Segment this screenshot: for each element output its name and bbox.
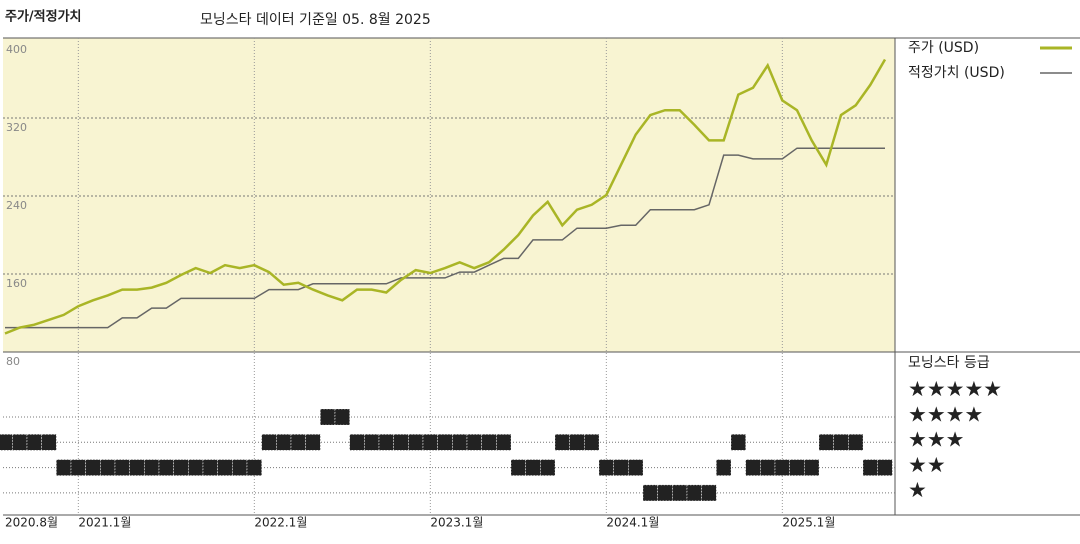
rating-bar	[481, 433, 497, 451]
rating-bar	[0, 433, 13, 451]
rating-bar	[466, 433, 482, 451]
legend-label: 주가 (USD)	[908, 40, 979, 56]
rating-bar	[628, 459, 644, 476]
rating-bar	[452, 433, 468, 451]
y-tick-label: 240	[6, 199, 27, 212]
rating-bar	[789, 459, 805, 476]
rating-bar	[129, 459, 145, 476]
rating-bar	[56, 459, 72, 476]
rating-bar	[422, 433, 438, 451]
rating-bar	[334, 408, 350, 426]
rating-bar	[833, 433, 849, 451]
rating-bar	[349, 433, 365, 451]
rating-bar	[305, 433, 321, 451]
y-tick-label: 80	[6, 355, 20, 368]
rating-bar	[158, 459, 174, 476]
rating-label: ★★★★★	[908, 377, 1002, 401]
x-tick-label: 2024.1월	[606, 516, 659, 530]
rating-bar	[408, 433, 424, 451]
rating-bar	[642, 484, 658, 502]
rating-bar	[848, 433, 864, 451]
rating-bar	[686, 484, 702, 502]
rating-bar	[378, 433, 394, 451]
y-tick-label: 400	[6, 43, 27, 56]
rating-bar	[569, 433, 585, 451]
rating-bar	[144, 459, 160, 476]
plot-background	[3, 38, 895, 352]
chart-subtitle: 모닝스타 데이터 기준일 05. 8월 2025	[200, 12, 431, 28]
rating-bar	[26, 433, 42, 451]
series-line	[5, 147, 885, 329]
x-tick-label: 2023.1월	[430, 516, 483, 530]
rating-bar	[276, 433, 292, 451]
x-tick-label: 2022.1월	[254, 516, 307, 530]
rating-bar	[85, 459, 101, 476]
rating-bar	[730, 433, 746, 451]
rating-label: ★★★★	[908, 402, 983, 426]
rating-bar	[437, 433, 453, 451]
series-line	[4, 58, 887, 335]
rating-bar	[100, 459, 116, 476]
y-tick-label: 320	[6, 121, 27, 134]
rating-bar	[188, 459, 204, 476]
rating-bar	[41, 433, 57, 451]
rating-bar	[862, 459, 878, 476]
rating-bar	[774, 459, 790, 476]
rating-bar	[525, 459, 541, 476]
rating-bar	[598, 459, 614, 476]
chart-title: 주가/적정가치	[5, 9, 82, 25]
rating-bar	[760, 459, 776, 476]
rating-bar	[114, 459, 130, 476]
rating-bar	[745, 459, 761, 476]
rating-bar	[393, 433, 409, 451]
rating-bar	[657, 484, 673, 502]
rating-bar	[217, 459, 233, 476]
rating-bar	[613, 459, 629, 476]
rating-bar	[173, 459, 189, 476]
rating-bar	[716, 459, 732, 476]
rating-bar	[246, 459, 262, 476]
rating-bar	[320, 408, 336, 426]
rating-label: ★	[908, 478, 927, 502]
rating-bar	[364, 433, 380, 451]
rating-bar	[584, 433, 600, 451]
x-tick-label: 2020.8월	[5, 516, 58, 530]
rating-label: ★★	[908, 453, 946, 477]
rating-bar	[540, 459, 556, 476]
rating-bar	[804, 459, 820, 476]
rating-bar	[261, 433, 277, 451]
rating-bar	[496, 433, 512, 451]
rating-bar	[554, 433, 570, 451]
rating-bar	[510, 459, 526, 476]
x-tick-label: 2025.1월	[782, 516, 835, 530]
rating-bar	[70, 459, 86, 476]
y-tick-label: 160	[6, 277, 27, 290]
rating-label: ★★★	[908, 428, 964, 452]
legend-label: 적정가치 (USD)	[908, 65, 1005, 81]
rating-bar	[672, 484, 688, 502]
rating-bar	[877, 459, 893, 476]
rating-bar	[818, 433, 834, 451]
x-tick-label: 2021.1월	[78, 516, 131, 530]
rating-bar	[290, 433, 306, 451]
rating-title: 모닝스타 등급	[908, 355, 990, 371]
rating-bar	[701, 484, 717, 502]
rating-bar	[232, 459, 248, 476]
rating-bar	[202, 459, 218, 476]
rating-bar	[12, 433, 28, 451]
